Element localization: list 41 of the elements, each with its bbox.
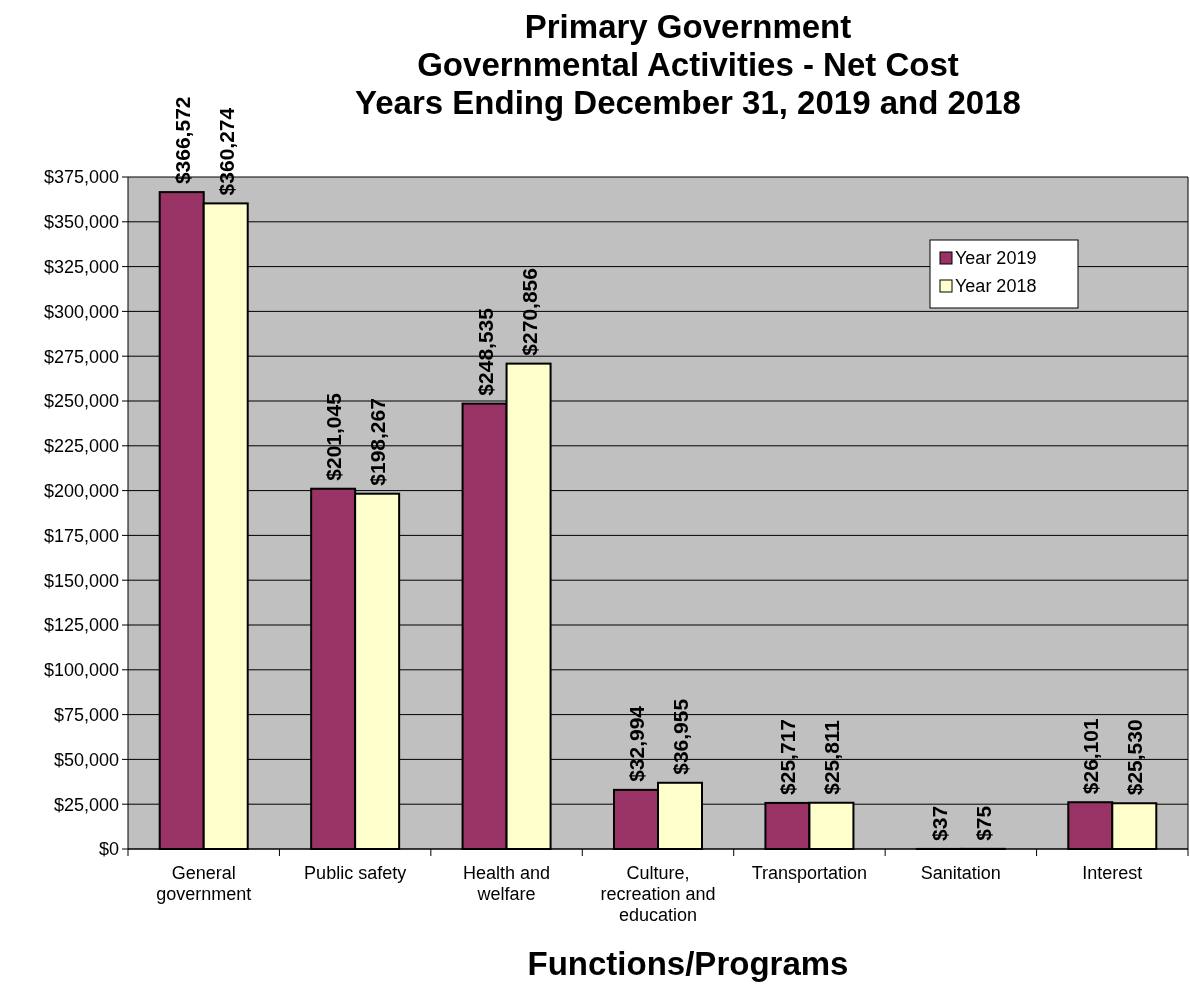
data-label: $198,267 <box>366 398 390 486</box>
data-label: $75 <box>971 805 995 841</box>
x-axis-title: Functions/Programs <box>527 945 849 982</box>
data-label: $270,856 <box>517 268 541 356</box>
data-label: $248,535 <box>473 307 497 396</box>
y-tick-label: $275,000 <box>43 346 119 367</box>
data-label: $366,572 <box>170 96 194 185</box>
y-tick-label: $200,000 <box>43 480 119 501</box>
y-tick-label: $50,000 <box>53 749 119 770</box>
y-tick-label: $0 <box>98 839 119 860</box>
x-tick-label: General government <box>156 863 252 904</box>
y-tick-label: $225,000 <box>43 436 119 457</box>
y-tick-label: $375,000 <box>43 167 119 188</box>
y-tick-label: $325,000 <box>43 256 119 277</box>
x-tick-label: Health and welfare <box>463 863 551 904</box>
x-tick-label: Transportation <box>751 863 868 883</box>
data-label: $25,717 <box>776 718 800 795</box>
data-label: $32,994 <box>625 705 648 782</box>
y-tick-label: $175,000 <box>43 525 119 546</box>
data-label: $36,955 <box>669 698 692 775</box>
x-tick-label: Culture, recreation and education <box>600 863 716 925</box>
x-tick-label: Sanitation <box>920 863 1001 883</box>
data-label: $37 <box>927 805 951 841</box>
data-label: $25,811 <box>820 719 844 795</box>
y-tick-label: $250,000 <box>43 391 119 412</box>
y-tick-label: $100,000 <box>43 660 119 681</box>
y-tick-label: $25,000 <box>53 794 119 815</box>
chart-title: Primary Government Governmental Activities - Net Cost Years Ending December 31, 2019 and 2018 <box>355 8 1021 121</box>
data-label: $25,530 <box>1123 719 1147 796</box>
y-tick-label: $125,000 <box>43 615 119 636</box>
data-label: $26,101 <box>1079 718 1103 795</box>
y-tick-label: $75,000 <box>53 704 119 725</box>
legend-label: Year 2019 <box>955 248 1037 269</box>
x-tick-label: Interest <box>1082 863 1143 883</box>
y-tick-label: $350,000 <box>43 212 119 233</box>
x-tick-label: Public safety <box>304 863 407 883</box>
y-tick-label: $300,000 <box>43 301 119 322</box>
y-tick-label: $150,000 <box>43 570 119 591</box>
legend-label: Year 2018 <box>955 276 1037 297</box>
data-label: $360,274 <box>214 107 238 196</box>
data-label: $201,045 <box>322 392 346 481</box>
